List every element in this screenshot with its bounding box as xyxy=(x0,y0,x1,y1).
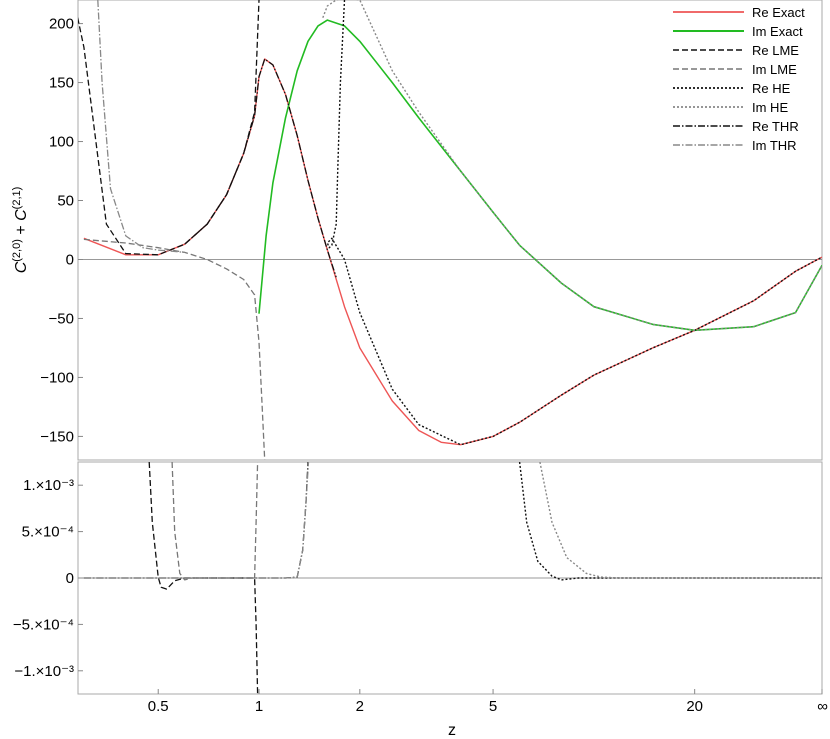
x-tick-label: ∞ xyxy=(817,698,828,715)
legend-label: Re THR xyxy=(752,119,799,134)
legend-label: Re Exact xyxy=(752,5,805,20)
series-im-lme xyxy=(83,238,266,460)
series-im-he xyxy=(322,0,822,331)
y-tick-label: −1.×10⁻³ xyxy=(14,663,74,680)
series-residual xyxy=(83,462,822,694)
legend-label: Re HE xyxy=(752,81,791,96)
series-im-exact xyxy=(258,19,822,332)
series-re-he xyxy=(326,0,822,446)
series-main xyxy=(78,0,822,460)
y-tick-label: 5.×10⁻⁴ xyxy=(22,524,74,541)
y-tick-label: 0 xyxy=(66,570,74,587)
legend-label: Im HE xyxy=(752,100,788,115)
y-tick-label: 0 xyxy=(66,251,74,268)
series-re-thr xyxy=(83,462,309,579)
y-tick-label: −150 xyxy=(40,428,74,445)
series-im-he xyxy=(539,462,822,579)
x-axis-title: z xyxy=(448,722,456,739)
y-tick-label: 1.×10⁻³ xyxy=(23,477,74,494)
y-tick-label: 100 xyxy=(49,134,74,151)
series-im-thr xyxy=(83,462,310,579)
legend-label: Im Exact xyxy=(752,24,803,39)
x-ticks: 0.5 1 2 5 20 ∞ xyxy=(148,689,828,715)
legend-label: Im THR xyxy=(752,138,797,153)
series-re-lme xyxy=(78,0,260,256)
x-tick-label: 0.5 xyxy=(148,698,169,715)
y-ticks-main: 200 150 100 50 0 −50 −100 −150 xyxy=(40,16,83,445)
y-tick-label: 150 xyxy=(49,75,74,92)
y-tick-label: −50 xyxy=(49,310,74,327)
series-im-thr xyxy=(97,0,185,254)
legend: Re Exact Im Exact Re LME Im LME Re HE Im HE Re… xyxy=(673,5,805,153)
series-re-exact xyxy=(83,58,822,446)
y-tick-label: 50 xyxy=(57,193,74,210)
x-tick-label: 2 xyxy=(356,698,364,715)
main-panel-frame xyxy=(77,0,823,461)
y-tick-label: −5.×10⁻⁴ xyxy=(13,616,74,633)
series-re-he xyxy=(518,462,822,581)
series-im-lme xyxy=(171,462,259,581)
y-ticks-residual: 1.×10⁻³ 5.×10⁻⁴ 0 −5.×10⁻⁴ −1.×10⁻³ xyxy=(13,477,83,680)
y-tick-label: 200 xyxy=(49,16,74,33)
x-tick-label: 20 xyxy=(686,698,703,715)
x-tick-label: 5 xyxy=(489,698,497,715)
legend-label: Re LME xyxy=(752,43,799,58)
y-tick-label: −100 xyxy=(40,369,74,386)
legend-label: Im LME xyxy=(752,62,797,77)
x-tick-label: 1 xyxy=(255,698,263,715)
y-axis-title: C(2,0) + C(2,1) xyxy=(11,187,30,274)
series-re-thr xyxy=(184,58,337,278)
